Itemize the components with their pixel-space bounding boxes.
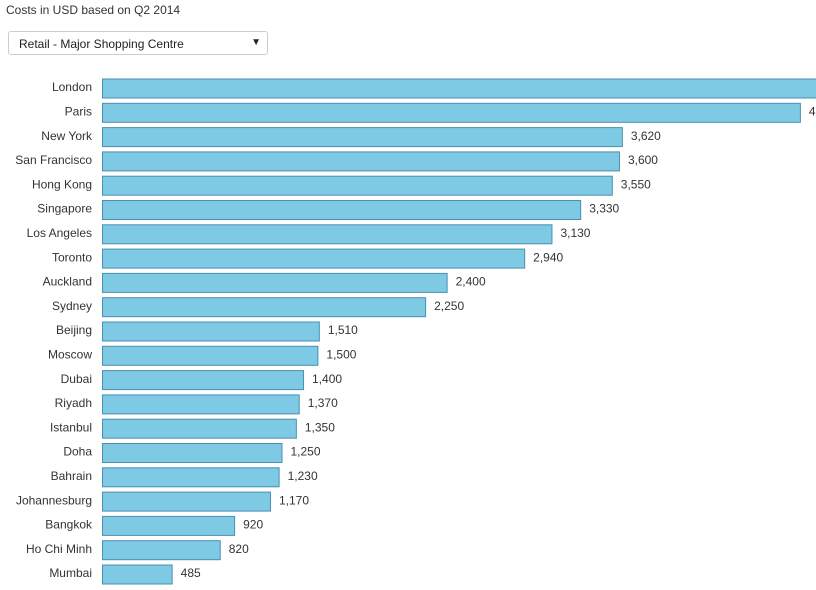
value-label: 820 xyxy=(229,542,249,556)
value-label: 3,130 xyxy=(560,226,590,240)
bar xyxy=(102,102,801,123)
bar xyxy=(102,394,300,415)
bar xyxy=(102,418,297,439)
category-label: Singapore xyxy=(37,202,92,216)
category-label: Sydney xyxy=(52,299,92,313)
category-label: Beijing xyxy=(56,323,92,337)
category-label: Istanbul xyxy=(50,420,92,434)
value-label: 1,510 xyxy=(328,323,358,337)
bar xyxy=(102,175,613,196)
bar xyxy=(102,540,221,561)
value-label: 1,250 xyxy=(291,445,321,459)
category-label: Moscow xyxy=(48,347,92,361)
dropdown-caret: ▼ xyxy=(251,37,261,48)
bar xyxy=(102,515,236,536)
bar xyxy=(102,248,526,269)
value-label: 3,620 xyxy=(631,129,661,143)
category-label: Johannesburg xyxy=(16,493,92,507)
category-label: London xyxy=(52,80,92,94)
bar xyxy=(102,200,582,220)
category-label: Hong Kong xyxy=(32,177,92,191)
bar xyxy=(102,127,623,148)
category-label: Auckland xyxy=(43,275,92,289)
category-label: Paris xyxy=(65,104,92,118)
bar xyxy=(102,564,173,585)
bar xyxy=(102,467,280,488)
value-label: 485 xyxy=(181,566,201,580)
value-label: 1,350 xyxy=(305,420,335,434)
value-label: 3,330 xyxy=(589,202,619,216)
bar xyxy=(102,297,427,318)
bar xyxy=(102,78,816,99)
value-label: 1,370 xyxy=(308,396,338,410)
value-label: 3,550 xyxy=(621,177,651,191)
category-label: Mumbai xyxy=(49,566,92,580)
bar xyxy=(102,272,448,293)
value-label: 920 xyxy=(243,518,263,532)
value-label: 1,400 xyxy=(312,372,342,386)
bar xyxy=(102,491,272,512)
category-label: Ho Chi Minh xyxy=(26,542,92,556)
category-label: Bahrain xyxy=(51,469,92,483)
category-label: Dubai xyxy=(61,372,92,386)
bar xyxy=(102,370,305,391)
category-label: Los Angeles xyxy=(27,226,92,240)
value-label: 3,600 xyxy=(628,153,658,167)
category-label: Riyadh xyxy=(55,396,92,410)
page-title: Costs in USD based on Q2 2014 xyxy=(6,3,181,17)
category-label: Doha xyxy=(63,445,92,459)
bar xyxy=(102,151,620,172)
value-label: 2,940 xyxy=(533,250,563,264)
value-label: 1,170 xyxy=(279,493,309,507)
dropdown[interactable]: Retail - Major Shopping Centre ▼ xyxy=(8,31,268,55)
category-label: Bangkok xyxy=(45,518,93,532)
value-label: 1,500 xyxy=(326,347,356,361)
bar xyxy=(102,321,320,342)
value-label: 1,230 xyxy=(288,469,318,483)
value-label: 2,250 xyxy=(434,299,464,313)
category-label: New York xyxy=(41,129,93,143)
category-label: San Francisco xyxy=(15,153,92,167)
category-label: Toronto xyxy=(52,250,92,264)
dropdown-value: Retail - Major Shopping Centre xyxy=(19,37,184,51)
value-label: 4,860 xyxy=(809,104,816,118)
bar xyxy=(102,224,553,245)
bar xyxy=(102,345,319,366)
value-label: 2,400 xyxy=(456,275,486,289)
bar xyxy=(102,443,283,463)
